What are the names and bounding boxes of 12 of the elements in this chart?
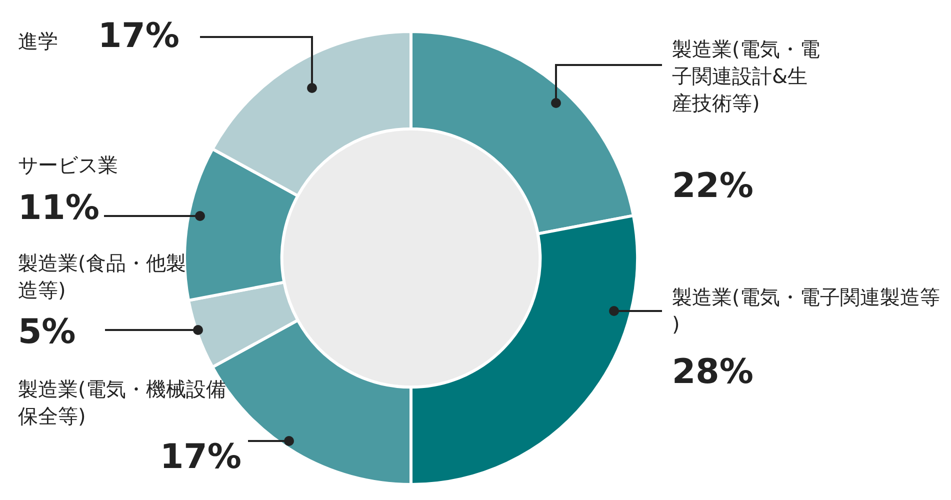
slice-label: 製造業(電気・電子関連製造等): [672, 284, 941, 338]
data-label: 17%: [160, 437, 242, 477]
data-label: 22%: [672, 166, 754, 206]
slice-label: サービス業: [18, 152, 119, 179]
data-label: 5%: [18, 312, 76, 352]
data-label: 17%: [98, 16, 180, 56]
slice-label: 製造業(電気・機械設備保全等): [18, 376, 227, 430]
data-label: 11%: [18, 188, 100, 228]
slice-label: 進学: [18, 28, 59, 55]
data-label: 28%: [672, 352, 754, 392]
slice-label: 製造業(電気・電子関連設計&生産技術等): [672, 36, 821, 117]
slice-label: 製造業(食品・他製造等): [18, 250, 187, 304]
